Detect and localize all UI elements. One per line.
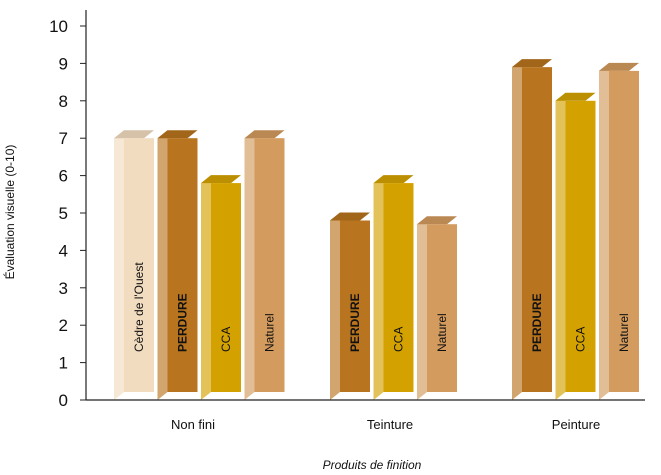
bar: Naturel — [599, 62, 639, 400]
bar-front-face — [124, 138, 154, 392]
axes-layer — [85, 10, 645, 401]
y-tick-label: 1 — [59, 354, 68, 373]
bar-side-face — [417, 216, 427, 400]
bar-front-face — [427, 224, 457, 392]
y-tick-label: 5 — [59, 204, 68, 223]
bar: CCA — [555, 92, 596, 401]
bar-top-face — [114, 130, 154, 139]
bar: PERDURE — [157, 130, 198, 400]
bar: Naturel — [244, 130, 285, 400]
y-axis-title: Évaluation visuelle (0-10) — [2, 145, 17, 280]
y-tick-label: 9 — [59, 54, 68, 73]
bar-front-face — [211, 183, 241, 392]
bar-label: PERDURE — [348, 293, 362, 352]
bar-front-face — [522, 67, 552, 392]
y-tick-label: 3 — [59, 279, 68, 298]
bar-top-face — [201, 175, 241, 184]
categories-layer: Non fini Teinture Peinture — [171, 417, 600, 432]
bar-label: Naturel — [617, 313, 631, 352]
bar-side-face — [201, 175, 211, 400]
bar-side-face — [599, 62, 609, 400]
bar: CCA — [201, 175, 241, 400]
bar-side-face — [330, 212, 340, 400]
bar-side-face — [114, 130, 124, 400]
y-tick-label: 6 — [59, 167, 68, 186]
y-tick-label: 2 — [59, 316, 68, 335]
bar-side-face — [512, 59, 522, 400]
bar-top-face — [599, 62, 639, 71]
bar-label: CCA — [219, 327, 233, 352]
y-tick-label: 7 — [59, 129, 68, 148]
bar: Cèdre de l'Ouest — [114, 130, 154, 400]
bar-label: CCA — [392, 327, 406, 352]
bar-front-face — [565, 100, 596, 393]
bar-side-face — [555, 92, 566, 401]
x-category-label: Teinture — [367, 417, 413, 432]
bar: CCA — [373, 175, 414, 400]
bar: PERDURE — [330, 212, 370, 400]
bar-front-face — [340, 220, 370, 392]
bar-label: PERDURE — [530, 293, 544, 352]
bar-top-face — [512, 59, 552, 68]
bar-side-face — [373, 175, 384, 400]
bar-label: Naturel — [435, 313, 449, 352]
bar-front-face — [254, 138, 285, 392]
bar-label: PERDURE — [176, 293, 190, 352]
bar-label: CCA — [574, 327, 588, 352]
bar-front-face — [383, 183, 414, 392]
y-tick-label: 10 — [49, 17, 68, 36]
x-category-label: Peinture — [552, 417, 600, 432]
y-tick-label: 8 — [59, 92, 68, 111]
bar-side-face — [244, 130, 255, 400]
bar-front-face — [167, 138, 198, 392]
x-axis-title: Produits de finition — [323, 458, 422, 472]
ticks-layer: 0 1 2 3 4 5 6 7 8 9 10 — [49, 17, 86, 410]
bar-top-face — [373, 175, 414, 184]
x-category-label: Non fini — [171, 417, 215, 432]
bar-side-face — [157, 130, 168, 400]
bar: Naturel — [417, 216, 457, 400]
bar-top-face — [555, 92, 596, 101]
bar-top-face — [157, 130, 198, 139]
y-tick-label: 0 — [59, 391, 68, 410]
bar-label: Naturel — [263, 313, 277, 352]
bar-top-face — [330, 212, 370, 221]
bar-top-face — [244, 130, 285, 139]
bar: PERDURE — [512, 59, 552, 400]
bars-layer: Cèdre de l'Ouest PERDURE CCA Naturel PERDURE… — [114, 59, 639, 401]
bar-front-face — [609, 70, 639, 392]
bar-top-face — [417, 216, 457, 225]
y-tick-label: 4 — [59, 241, 68, 260]
bar-label: Cèdre de l'Ouest — [132, 262, 146, 352]
